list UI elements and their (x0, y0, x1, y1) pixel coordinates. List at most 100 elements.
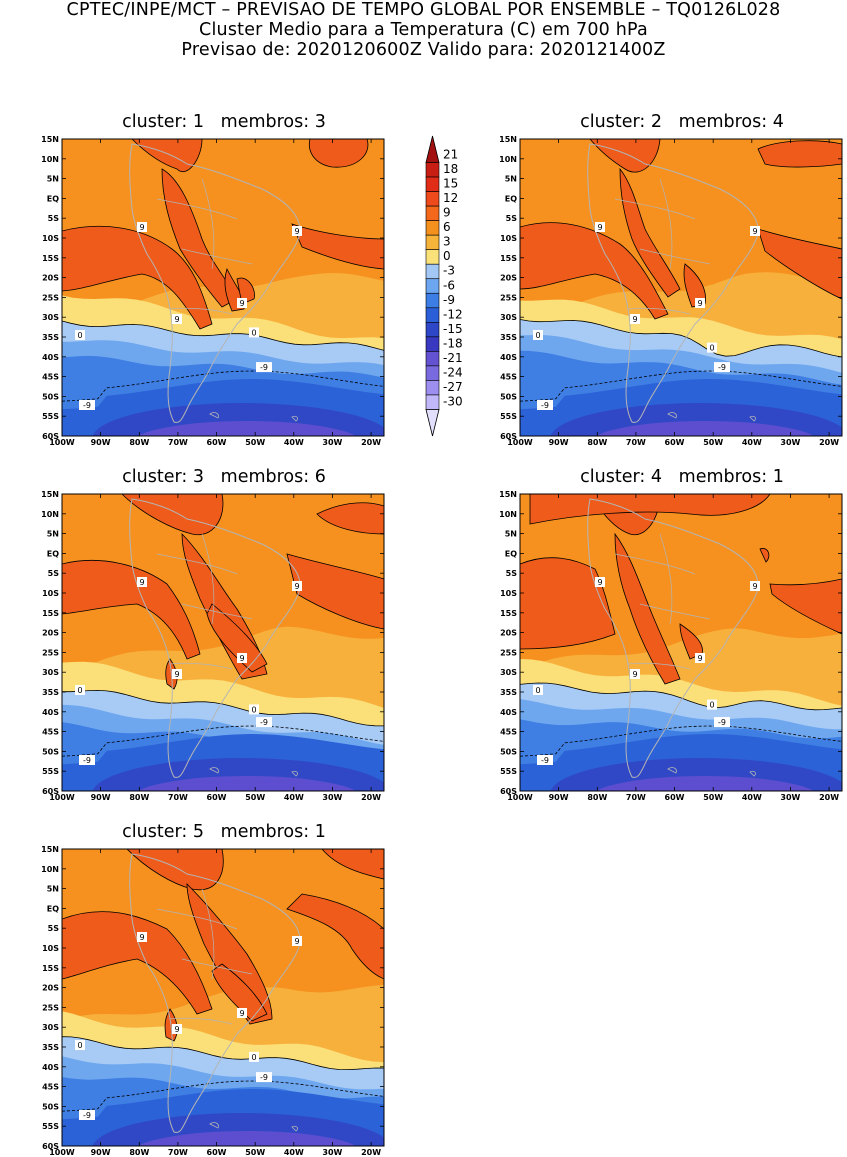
map-frame (519, 138, 843, 437)
contour-label-box (75, 1040, 85, 1050)
map-panel-3: 9 9 9 9 0 0 -9 -9 15N 10N 5N EQ 5S 10S 15S 20S 25S 30S 35S… (41, 490, 385, 802)
lat-label: 10N (499, 510, 517, 519)
contour-label-box (256, 362, 272, 373)
lat-label: 30S (42, 668, 59, 677)
temperature-band-minus18-minus15 (137, 1131, 357, 1146)
isotherm-0 (62, 320, 384, 351)
colorbar-segment (425, 322, 440, 338)
contour-label-box (714, 362, 730, 373)
isotherm-minus9 (62, 370, 384, 402)
south-georgia-island (291, 1125, 299, 1132)
country-borders (614, 533, 711, 670)
contour-label: -9 (718, 363, 726, 372)
lat-label: 15S (42, 609, 59, 618)
lon-label: 60W (665, 793, 685, 802)
lat-label: 40S (42, 353, 59, 362)
temperature-field-1: 9 9 9 9 0 0 -9 -9 (62, 139, 384, 436)
temperature-field-4: 9 9 9 9 0 0 -9 -9 (520, 494, 842, 791)
map-panel-1: 9 9 9 9 0 0 -9 -9 15N 10N 5N EQ 5S 10S 15S 20S 25S 30S 35S… (41, 135, 385, 447)
lat-label: 15N (499, 490, 517, 499)
lat-label: 40S (42, 1063, 59, 1072)
lon-label: 20W (361, 438, 381, 447)
contour-label-box (595, 222, 605, 232)
lon-label: 20W (819, 793, 839, 802)
lon-label: 100W (507, 793, 533, 802)
contour-label: 9 (239, 299, 244, 308)
temperature-band-9-12 (757, 228, 842, 300)
coastline-south-america (587, 143, 759, 423)
lon-label: 60W (207, 438, 227, 447)
lat-label: 30S (42, 1023, 59, 1032)
lat-label: EQ (47, 194, 59, 203)
lat-label: 5N (47, 885, 59, 894)
contour-label: 0 (77, 1041, 82, 1050)
isotherm-0 (62, 689, 384, 727)
isotherm-0 (520, 682, 842, 711)
map-frame (519, 493, 843, 792)
contour-label-box (630, 669, 640, 679)
temperature-band-9-12 (186, 883, 273, 1025)
figure-title-line1: CPTEC/INPE/MCT – PREVISAO DE TEMPO GLOBA… (66, 0, 781, 20)
lon-label: 80W (587, 793, 607, 802)
contour-label-box (75, 330, 85, 340)
lon-label: 40W (742, 438, 762, 447)
lat-label: 55S (500, 412, 517, 421)
colorbar-label: 15 (443, 177, 458, 191)
contour-label: 9 (174, 670, 179, 679)
temperature-band-minus18-minus15 (595, 776, 815, 791)
contour-label-box (172, 669, 182, 679)
lat-label: EQ (505, 194, 517, 203)
contour-label: -9 (260, 1073, 268, 1082)
lat-label: 45S (42, 373, 59, 382)
colorbar-label: 21 (443, 148, 458, 162)
lon-label: 80W (587, 438, 607, 447)
contour-label: 9 (597, 578, 602, 587)
lat-label: 50S (500, 392, 517, 401)
lat-label: 5S (48, 924, 60, 933)
contour-label: -9 (83, 401, 91, 410)
colorbar-label: 18 (443, 162, 458, 176)
temperature-band-9-12 (62, 560, 201, 660)
colorbar-label: 3 (443, 235, 451, 249)
temperature-band-minus18-minus15 (137, 421, 357, 436)
lat-label: 45S (500, 373, 517, 382)
lat-label: 50S (42, 392, 59, 401)
contour-label-box (249, 704, 259, 715)
lon-label: 100W (49, 438, 75, 447)
lat-label: 15S (42, 964, 59, 973)
map-frame (61, 138, 385, 437)
lon-label: 30W (322, 438, 342, 447)
lat-label: 5N (505, 530, 517, 539)
lat-label: 5S (48, 569, 60, 578)
lon-label: 30W (780, 438, 800, 447)
contour-label: 9 (139, 933, 144, 942)
lat-label: 35S (42, 688, 59, 697)
lon-label: 90W (91, 793, 111, 802)
contour-label: -9 (260, 718, 268, 727)
lon-label: 40W (284, 1148, 304, 1157)
contour-label: 9 (697, 299, 702, 308)
colorbar-segment (425, 249, 440, 265)
colorbar-label: -18 (443, 336, 463, 350)
isotherm-0 (520, 319, 842, 358)
temperature-band-9-12 (759, 548, 770, 563)
lon-label: 60W (207, 793, 227, 802)
lat-label: 40S (42, 708, 59, 717)
colorbar-segment (425, 176, 440, 192)
temperature-band-9-12 (619, 167, 681, 298)
colorbar-segment (425, 336, 440, 352)
lat-label: 60S (500, 432, 517, 441)
map-frame (61, 848, 385, 1147)
contour-label-box (533, 330, 543, 340)
colorbar-segment (425, 365, 440, 381)
contour-label: 9 (294, 582, 299, 591)
map-panel-4: 9 9 9 9 0 0 -9 -9 15N 10N 5N EQ 5S 10S 15S 20S 25S 30S 35S… (499, 490, 843, 802)
colorbar-label: 6 (443, 220, 451, 234)
lon-label: 90W (91, 438, 111, 447)
lat-label: 15N (41, 490, 59, 499)
contour-label-box (79, 755, 95, 765)
isotherm-minus9 (520, 370, 842, 402)
